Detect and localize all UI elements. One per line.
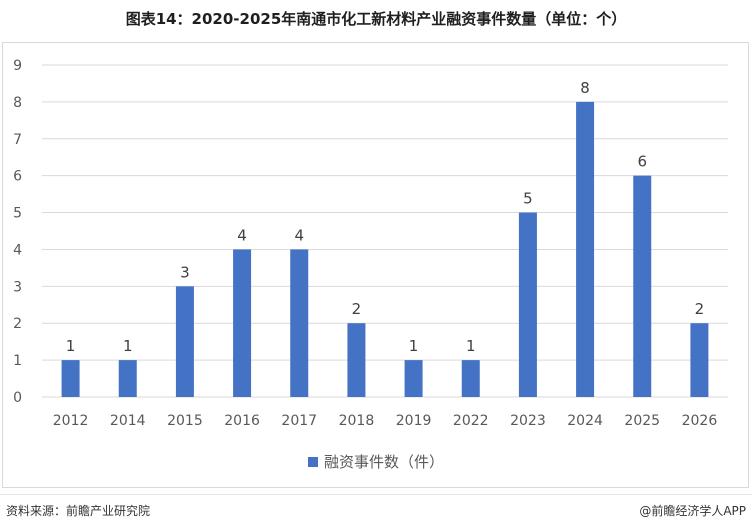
x-axis-ticks: 2012 2014 2015 2016 2017 2018 2019 2022 2023 2024… bbox=[53, 413, 718, 429]
data-label: 1 bbox=[123, 337, 133, 355]
legend-swatch bbox=[307, 457, 318, 467]
bar bbox=[518, 212, 537, 397]
bar bbox=[118, 360, 137, 397]
bar bbox=[175, 286, 194, 397]
x-tick-label: 2019 bbox=[396, 413, 432, 429]
bar bbox=[576, 101, 595, 397]
x-tick-label: 2012 bbox=[53, 413, 89, 429]
x-tick-label: 2015 bbox=[167, 413, 203, 429]
data-label: 5 bbox=[523, 190, 533, 208]
y-tick-label: 4 bbox=[13, 242, 22, 258]
data-label: 4 bbox=[237, 226, 247, 244]
y-tick-label: 1 bbox=[13, 353, 22, 369]
legend: 融资事件数（件） bbox=[307, 453, 444, 471]
x-tick-label: 2022 bbox=[453, 413, 489, 429]
data-label: 4 bbox=[294, 226, 304, 244]
data-label: 8 bbox=[580, 79, 590, 97]
x-tick-label: 2014 bbox=[110, 413, 146, 429]
gridlines bbox=[42, 64, 728, 398]
x-tick-label: 2016 bbox=[224, 413, 260, 429]
chart-title: 图表14：2020-2025年南通市化工新材料产业融资事件数量（单位：个） bbox=[125, 10, 627, 28]
bar bbox=[61, 360, 80, 397]
bar bbox=[461, 360, 480, 397]
data-label: 6 bbox=[637, 153, 647, 171]
y-tick-label: 6 bbox=[13, 169, 22, 185]
data-label: 2 bbox=[352, 300, 362, 318]
bar bbox=[233, 249, 252, 397]
y-tick-label: 2 bbox=[13, 316, 22, 332]
bar bbox=[347, 323, 366, 397]
bar bbox=[290, 249, 309, 397]
y-tick-label: 9 bbox=[13, 58, 22, 74]
x-tick-label: 2025 bbox=[624, 413, 660, 429]
y-tick-label: 7 bbox=[13, 132, 22, 148]
data-label: 2 bbox=[695, 300, 705, 318]
x-tick-label: 2026 bbox=[682, 413, 718, 429]
brand-credit: @前瞻经济学人APP bbox=[639, 504, 746, 518]
bars bbox=[61, 101, 709, 397]
y-tick-label: 3 bbox=[13, 279, 22, 295]
x-tick-label: 2017 bbox=[281, 413, 317, 429]
bar bbox=[404, 360, 423, 397]
bar bbox=[633, 175, 652, 397]
x-tick-label: 2018 bbox=[339, 413, 375, 429]
data-label: 3 bbox=[180, 263, 190, 281]
chart-frame bbox=[2, 42, 749, 488]
bar bbox=[690, 323, 709, 397]
y-tick-label: 8 bbox=[13, 95, 22, 111]
data-label: 1 bbox=[409, 337, 419, 355]
legend-label: 融资事件数（件） bbox=[324, 453, 444, 471]
x-tick-label: 2023 bbox=[510, 413, 546, 429]
data-label: 1 bbox=[66, 337, 76, 355]
y-tick-label: 0 bbox=[13, 390, 22, 406]
y-tick-label: 5 bbox=[13, 206, 22, 222]
data-labels: 1 1 3 4 4 2 1 1 5 8 6 2 bbox=[66, 79, 704, 355]
source-note: 资料来源：前瞻产业研究院 bbox=[6, 504, 151, 518]
x-tick-label: 2024 bbox=[567, 413, 603, 429]
data-label: 1 bbox=[466, 337, 476, 355]
footer-divider bbox=[0, 494, 752, 495]
y-axis-ticks: 0 1 2 3 4 5 6 7 8 9 bbox=[13, 58, 22, 406]
